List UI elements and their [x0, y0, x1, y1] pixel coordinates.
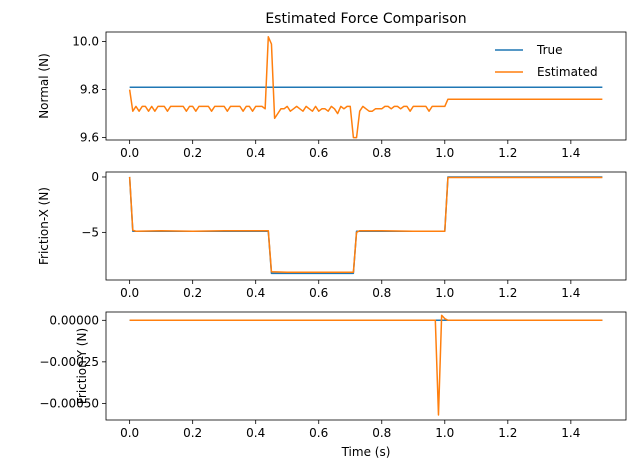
- x-tick-label: 0.8: [372, 426, 391, 440]
- x-tick-label: 0.0: [120, 146, 139, 160]
- x-axis-label: Time (s): [341, 445, 391, 459]
- y-tick-label: 0: [91, 170, 99, 184]
- x-tick-label: 1.0: [435, 286, 454, 300]
- x-tick-label: 0.2: [183, 286, 202, 300]
- y-tick-label: 9.6: [80, 131, 99, 145]
- legend-label-estimated: Estimated: [537, 65, 598, 79]
- x-tick-label: 0.0: [120, 286, 139, 300]
- y-tick-label: −0.00025: [39, 355, 99, 369]
- x-tick-label: 0.8: [372, 286, 391, 300]
- x-tick-label: 0.4: [246, 426, 265, 440]
- axes-frame: [105, 311, 627, 421]
- x-tick-label: 1.4: [561, 426, 580, 440]
- y-tick-label: −5: [81, 225, 99, 239]
- x-tick-label: 1.2: [498, 426, 517, 440]
- legend-label-true: True: [536, 43, 563, 57]
- axes-frame: [105, 31, 627, 141]
- y-tick-label: 9.8: [80, 83, 99, 97]
- x-tick-label: 1.0: [435, 146, 454, 160]
- x-tick-label: 1.4: [561, 146, 580, 160]
- x-tick-label: 1.2: [498, 286, 517, 300]
- x-tick-label: 0.2: [183, 426, 202, 440]
- x-tick-label: 0.0: [120, 426, 139, 440]
- series-line-estimated: [129, 314, 603, 416]
- x-tick-label: 0.2: [183, 146, 202, 160]
- axes-frame: [105, 171, 627, 281]
- x-tick-label: 1.4: [561, 286, 580, 300]
- chart-title: Estimated Force Comparison: [265, 11, 466, 27]
- x-tick-label: 0.6: [309, 286, 328, 300]
- y-axis-label: Friction-X (N): [37, 187, 51, 265]
- x-tick-label: 0.8: [372, 146, 391, 160]
- subplot-friction-y: 0.0 0.2 0.4 0.6 0.8 1.0 1.2 1.4 −0.00050 −0.00025…: [39, 311, 627, 459]
- subplot-friction-x: 0.0 0.2 0.4 0.6 0.8 1.0 1.2 1.4 −5 0 Friction-X (N…: [37, 170, 627, 300]
- y-tick-label: 0.00000: [49, 313, 99, 327]
- series-line-true: [128, 176, 603, 275]
- y-tick-label: −0.00050: [39, 396, 99, 410]
- series-line-estimated: [128, 36, 603, 139]
- x-tick-label: 1.2: [498, 146, 517, 160]
- x-tick-label: 0.4: [246, 146, 265, 160]
- x-tick-label: 0.4: [246, 286, 265, 300]
- legend: True Estimated: [495, 43, 598, 79]
- subplot-normal: 0.0 0.2 0.4 0.6 0.8 1.0 1.2 1.4 9.6 9.8 10.0 Normal…: [37, 31, 627, 160]
- x-tick-label: 0.6: [309, 426, 328, 440]
- y-axis-label: Friction-Y (N): [75, 328, 89, 404]
- y-tick-label: 10.0: [72, 35, 99, 49]
- x-tick-label: 0.6: [309, 146, 328, 160]
- series-line-estimated: [128, 176, 603, 273]
- x-tick-label: 1.0: [435, 426, 454, 440]
- y-axis-label: Normal (N): [37, 53, 51, 119]
